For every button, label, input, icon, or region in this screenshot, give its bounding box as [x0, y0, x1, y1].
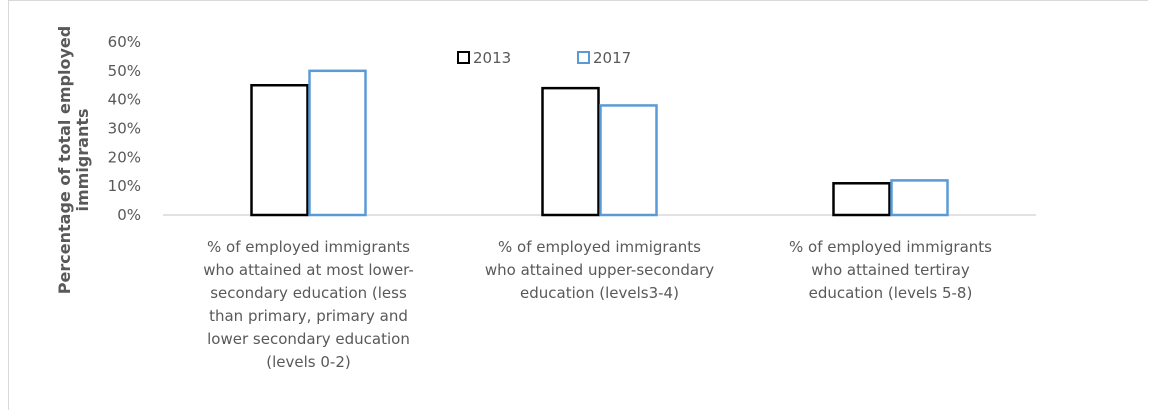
bar-2017-2: [599, 104, 658, 217]
y-tick-label: 30%: [108, 120, 141, 138]
y-tick-label: 60%: [108, 33, 141, 51]
category-label-line: who attained tertiray: [811, 261, 970, 279]
category-label-line: who attained at most lower-: [203, 261, 414, 279]
bar-2013-1: [250, 84, 309, 217]
category-label-line: who attained upper-secondary: [485, 261, 714, 279]
y-tick-label: 40%: [108, 91, 141, 109]
category-label-line: secondary education (less: [210, 284, 407, 302]
category-label-line: education (levels3-4): [520, 284, 679, 302]
y-axis-title-line: immigrants: [73, 108, 92, 211]
y-tick-label: 50%: [108, 62, 141, 80]
category-label-line: % of employed immigrants: [498, 238, 701, 256]
bar-2013-3: [832, 182, 891, 217]
category-label-line: % of employed immigrants: [207, 238, 410, 256]
y-tick-label: 10%: [108, 177, 141, 195]
category-label-line: education (levels 5-8): [809, 284, 973, 302]
category-label-line: than primary, primary and: [209, 307, 408, 325]
y-tick-label: 0%: [117, 206, 141, 224]
y-tick-label: 20%: [108, 148, 141, 166]
legend-swatch-2017: [577, 51, 590, 64]
category-labels: % of employed immigrants who attained at …: [203, 238, 992, 371]
y-axis-title: Percentage of total employed immigrants: [55, 26, 92, 294]
bar-2017-3: [890, 179, 949, 217]
legend: 2013 2017: [457, 49, 631, 67]
bar-2013-2: [541, 86, 600, 217]
legend-swatch-2013: [457, 51, 470, 64]
bar-2017-1: [308, 69, 367, 217]
legend-label-2013: 2013: [473, 49, 511, 67]
y-axis-title-line: Percentage of total employed: [55, 26, 74, 294]
chart-frame: [8, 0, 1148, 410]
y-axis-ticks: 0% 10% 20% 30% 40% 50% 60%: [108, 33, 141, 224]
category-label-line: lower secondary education: [207, 330, 410, 348]
bars: [250, 69, 949, 217]
legend-label-2017: 2017: [593, 49, 631, 67]
category-label-line: (levels 0-2): [266, 353, 350, 371]
category-label-line: % of employed immigrants: [789, 238, 992, 256]
